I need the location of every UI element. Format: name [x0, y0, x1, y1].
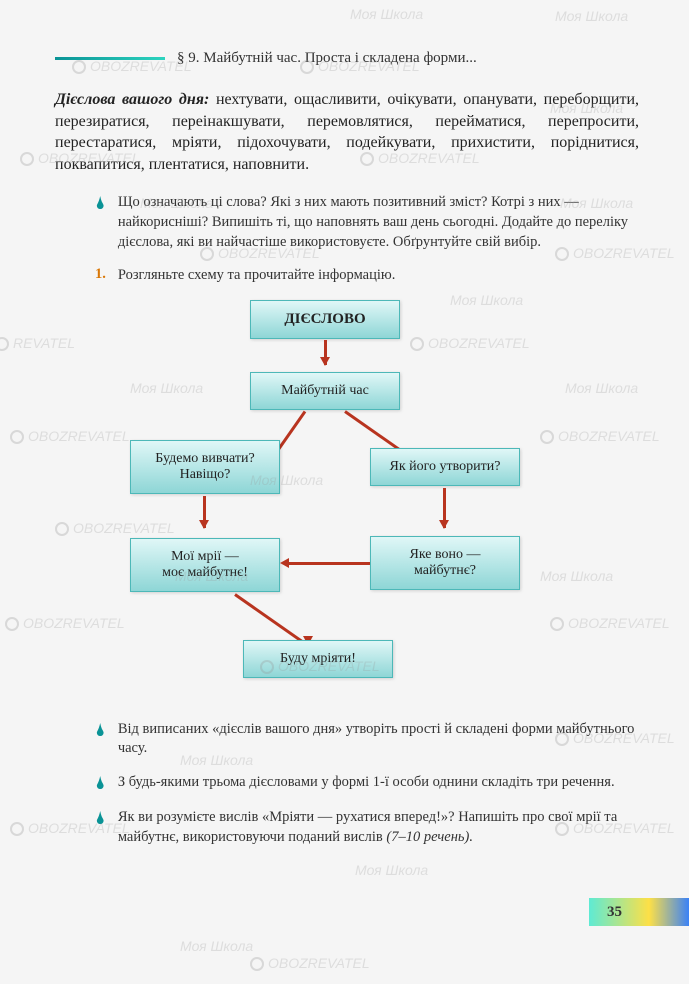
diagram-node-willdream: Буду мріяти! — [243, 640, 393, 678]
diagram-node-verb: ДІЄСЛОВО — [250, 300, 400, 339]
node-label: Будемо вивчати? — [155, 451, 254, 466]
task-item: 🌢 Що означають ці слова? Які з них мають… — [95, 193, 639, 252]
diagram-node-form: Як його утворити? — [370, 448, 520, 486]
task-item: 1. Розгляньте схему та прочитайте інформ… — [95, 266, 639, 286]
watermark: OBOZREVATEL — [250, 955, 370, 971]
task-text-a: Як ви розумієте вислів «Мріяти — рухатис… — [118, 809, 617, 845]
intro-lead: Дієслова вашого дня: — [55, 91, 209, 108]
node-label: Яке воно — — [409, 547, 480, 562]
section-title: § 9. Майбутній час. Проста і складена фо… — [177, 50, 477, 67]
task-text: Що означають ці слова? Які з них мають п… — [118, 193, 639, 252]
node-label: Мої мрії — — [171, 549, 239, 564]
arrow-left — [288, 562, 370, 565]
drop-icon: 🌢 — [95, 720, 106, 742]
arrow-down — [324, 340, 327, 365]
task-number: 1. — [95, 266, 106, 283]
drop-icon: 🌢 — [95, 808, 106, 830]
diagram-node-study: Будемо вивчати? Навіщо? — [130, 440, 280, 494]
flowchart-diagram: ДІЄСЛОВО Майбутній час Будемо вивчати? Н… — [55, 300, 639, 700]
watermark: Моя Школа — [180, 938, 253, 954]
arrow-down — [203, 496, 206, 528]
drop-icon: 🌢 — [95, 193, 106, 215]
section-header: § 9. Майбутній час. Проста і складена фо… — [55, 50, 639, 67]
page-number-bar: 35 — [589, 898, 689, 926]
diagram-node-future: Майбутній час — [250, 372, 400, 410]
node-label: моє майбутнє! — [162, 565, 248, 580]
page-number: 35 — [607, 904, 622, 921]
intro-paragraph: Дієслова вашого дня: нехтувати, ощасливи… — [55, 89, 639, 175]
node-label: Навіщо? — [180, 467, 231, 482]
task-item: 🌢 Як ви розумієте вислів «Мріяти — рухат… — [95, 808, 639, 847]
task-text-b: (7–10 речень). — [386, 829, 473, 845]
node-label: майбутнє? — [414, 563, 476, 578]
arrow-head — [280, 558, 289, 568]
diagram-node-dreams: Мої мрії — моє майбутнє! — [130, 538, 280, 592]
header-accent-line — [55, 57, 165, 60]
task-text: З будь-якими трьома дієсловами у формі 1… — [118, 773, 639, 793]
task-item: 🌢 З будь-якими трьома дієсловами у формі… — [95, 773, 639, 795]
task-item: 🌢 Від виписаних «дієслів вашого дня» утв… — [95, 720, 639, 759]
task-list: 🌢 Що означають ці слова? Які з них мають… — [95, 193, 639, 285]
node-label: Майбутній час — [281, 383, 369, 398]
node-label: Як його утворити? — [390, 459, 501, 474]
task-text: Як ви розумієте вислів «Мріяти — рухатис… — [118, 808, 639, 847]
node-label: ДІЄСЛОВО — [284, 311, 365, 327]
node-label: Буду мріяти! — [280, 651, 356, 666]
diagram-node-what: Яке воно — майбутнє? — [370, 536, 520, 590]
task-list-bottom: 🌢 Від виписаних «дієслів вашого дня» утв… — [95, 720, 639, 848]
arrow-down — [443, 488, 446, 528]
task-text: Від виписаних «дієслів вашого дня» утвор… — [118, 720, 639, 759]
task-text: Розгляньте схему та прочитайте інформаці… — [118, 266, 639, 286]
drop-icon: 🌢 — [95, 773, 106, 795]
